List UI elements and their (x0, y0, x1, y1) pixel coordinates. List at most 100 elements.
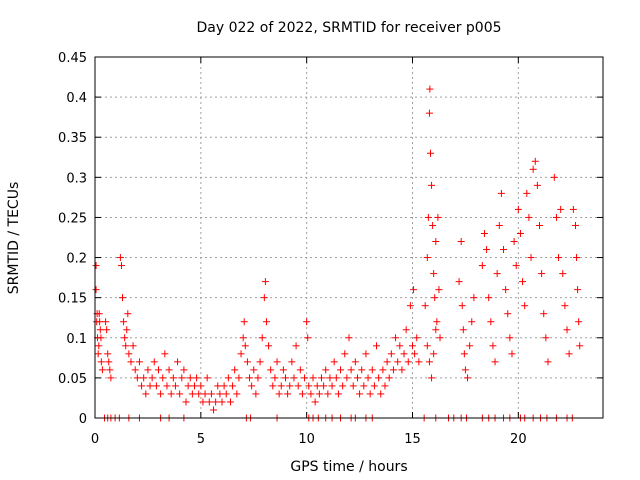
data-point (313, 382, 321, 390)
data-point (324, 390, 332, 398)
data-point (94, 350, 102, 358)
data-point (402, 326, 410, 334)
data-point (315, 390, 323, 398)
data-point (571, 221, 579, 229)
data-point (404, 358, 412, 366)
y-tick-label: 0.35 (58, 131, 87, 146)
data-point (210, 406, 218, 414)
data-point (413, 334, 421, 342)
data-point (282, 374, 289, 382)
x-tick-label: 0 (91, 432, 99, 447)
data-point (199, 398, 207, 406)
data-point (356, 390, 364, 398)
data-point (487, 318, 495, 326)
data-point (163, 382, 171, 390)
data-point (373, 342, 381, 350)
data-point (105, 358, 113, 366)
x-tick-label: 15 (404, 432, 421, 447)
data-point (485, 294, 493, 302)
data-point (165, 366, 173, 374)
data-point (124, 310, 132, 318)
data-point (304, 334, 312, 342)
y-tick-label: 0.45 (58, 51, 87, 66)
data-point (512, 262, 520, 270)
data-point (565, 350, 573, 358)
data-point (174, 358, 182, 366)
data-point (188, 390, 196, 398)
data-point (169, 374, 177, 382)
data-point (241, 342, 249, 350)
data-point (122, 342, 130, 350)
data-point (103, 326, 111, 334)
data-point (500, 246, 508, 254)
data-point (260, 294, 268, 302)
data-point (193, 374, 201, 382)
data-point (190, 382, 198, 390)
data-point (271, 374, 279, 382)
data-point (574, 286, 582, 294)
data-point (229, 382, 237, 390)
data-point (435, 286, 443, 294)
data-point (385, 374, 393, 382)
data-point (212, 398, 220, 406)
data-point (138, 382, 146, 390)
data-point (377, 390, 385, 398)
data-point (161, 350, 169, 358)
data-point (409, 342, 416, 350)
data-point (311, 398, 319, 406)
y-tick-label: 0.3 (66, 171, 87, 186)
data-point (197, 382, 205, 390)
data-point (464, 374, 472, 382)
data-point (426, 149, 434, 157)
y-tick-label: 0 (79, 412, 87, 427)
data-point (514, 205, 522, 213)
data-point (155, 366, 162, 374)
data-points (92, 85, 584, 422)
data-point (502, 286, 510, 294)
data-point (394, 358, 402, 366)
data-point (470, 294, 478, 302)
data-point (261, 278, 269, 286)
data-point (375, 374, 383, 382)
data-point (497, 189, 505, 197)
data-point (104, 350, 112, 358)
data-point (432, 326, 440, 334)
data-point (351, 358, 359, 366)
data-point (379, 366, 387, 374)
data-point (519, 278, 527, 286)
data-point (250, 366, 258, 374)
data-point (387, 350, 395, 358)
data-point (301, 374, 309, 382)
data-point (368, 366, 376, 374)
data-point (135, 358, 143, 366)
data-point (116, 254, 124, 262)
data-point (330, 358, 338, 366)
data-point (341, 350, 349, 358)
data-point (294, 382, 302, 390)
data-point (398, 366, 406, 374)
data-point (248, 382, 256, 390)
data-point (425, 109, 433, 117)
data-point (523, 189, 531, 197)
data-point (237, 350, 245, 358)
data-point (252, 390, 260, 398)
data-point (320, 382, 328, 390)
x-tick-label: 10 (298, 432, 315, 447)
data-point (129, 342, 137, 350)
data-point (525, 213, 533, 221)
y-tick-label: 0.25 (58, 211, 87, 226)
data-point (186, 374, 194, 382)
data-point (538, 270, 546, 278)
data-point (428, 374, 436, 382)
data-point (233, 390, 241, 398)
data-point (246, 374, 254, 382)
data-point (466, 342, 474, 350)
data-point (171, 382, 179, 390)
data-point (265, 342, 273, 350)
data-point (267, 366, 275, 374)
data-point (337, 366, 345, 374)
data-point (207, 390, 215, 398)
data-point (421, 302, 429, 310)
